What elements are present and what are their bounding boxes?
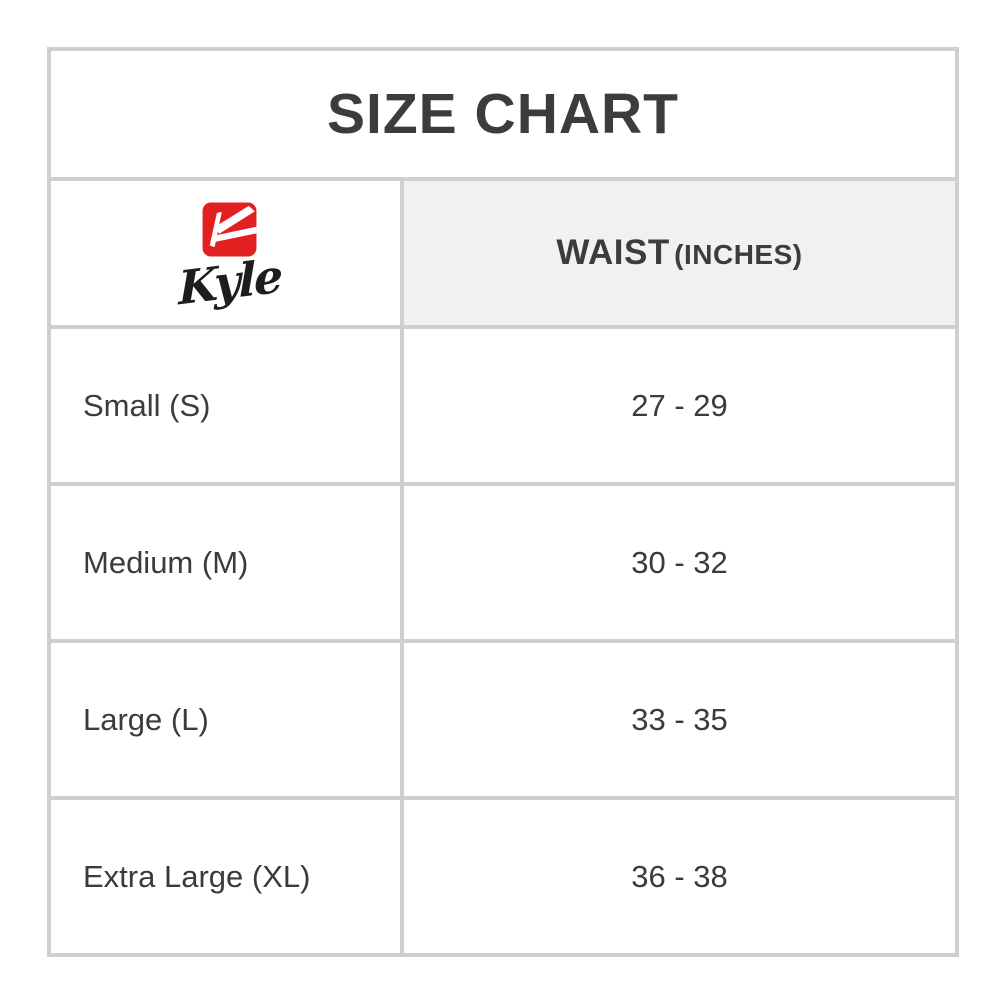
brand-k-icon (202, 202, 257, 256)
waist-value: 33 - 35 (400, 639, 959, 800)
size-chart-table: SIZE CHART Kyle WAIST (INCHES) (47, 47, 959, 957)
title-row: SIZE CHART (47, 47, 959, 181)
size-label: Medium (M) (47, 482, 404, 643)
brand-logo: Kyle (178, 202, 281, 315)
table-row-large: Large (L) 33 - 35 (47, 639, 959, 800)
header-row: Kyle WAIST (INCHES) (47, 177, 959, 329)
brand-name: Kyle (177, 248, 282, 315)
size-label: Extra Large (XL) (47, 796, 404, 957)
brand-logo-cell: Kyle (47, 177, 404, 329)
table-row-small: Small (S) 27 - 29 (47, 325, 959, 486)
page-title: SIZE CHART (47, 47, 959, 181)
waist-column-header: WAIST (INCHES) (400, 177, 959, 329)
waist-header-label: WAIST (556, 233, 670, 272)
waist-value: 30 - 32 (400, 482, 959, 643)
waist-header-unit: (INCHES) (674, 239, 803, 270)
table-row-medium: Medium (M) 30 - 32 (47, 482, 959, 643)
table-row-extra-large: Extra Large (XL) 36 - 38 (47, 796, 959, 957)
size-label: Small (S) (47, 325, 404, 486)
waist-value: 27 - 29 (400, 325, 959, 486)
waist-value: 36 - 38 (400, 796, 959, 957)
size-label: Large (L) (47, 639, 404, 800)
